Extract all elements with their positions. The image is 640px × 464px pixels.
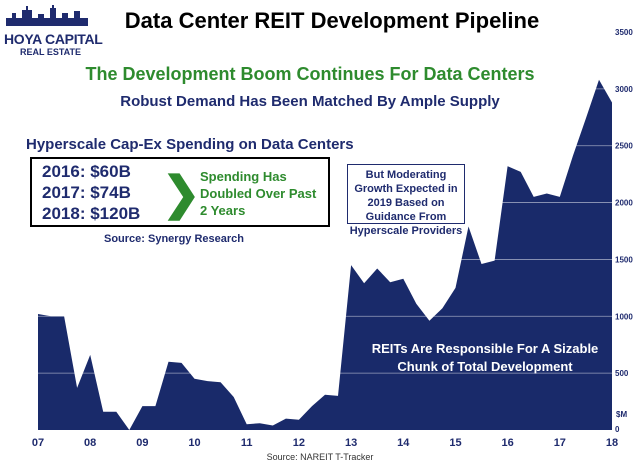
y-tick-label: 1500 (615, 255, 633, 264)
headline: The Development Boom Continues For Data … (85, 64, 535, 84)
gridlines (38, 31, 612, 374)
x-tick-label: 16 (502, 437, 514, 449)
x-tick-label: 18 (606, 437, 618, 449)
y-tick-label: 3000 (615, 85, 633, 94)
chevron-right-icon: ❯ (162, 167, 201, 219)
x-tick-label: 14 (397, 437, 410, 449)
y-tick-label: 2500 (615, 142, 633, 151)
spending-box: 2016: $60B 2017: $74B 2018: $120B ❯ Spen… (30, 157, 330, 227)
x-tick-label: 10 (188, 437, 200, 449)
spending-source: Source: Synergy Research (104, 233, 245, 245)
reit-note: REITs Are Responsible For A Sizable Chun… (371, 341, 599, 374)
x-tick-label: 09 (136, 437, 148, 449)
logo-line1: HOYA CAPITAL (4, 31, 103, 47)
y-axis-ticks: 0 500 1000 1500 2000 2500 3000 3500 (615, 28, 633, 434)
x-tick-label: 17 (554, 437, 566, 449)
chart-source: Source: NAREIT T-Tracker (266, 452, 374, 462)
y-tick-label: 0 (615, 425, 620, 434)
spending-2016: 2016: $60B (42, 162, 131, 181)
hoya-capital-logo: HOYA CAPITAL REAL ESTATE (4, 4, 103, 60)
logo-line2: REAL ESTATE (20, 47, 82, 57)
spending-heading: Hyperscale Cap-Ex Spending on Data Cente… (26, 136, 354, 153)
city-skyline-icon (6, 5, 88, 26)
x-tick-label: 15 (449, 437, 461, 449)
x-tick-label: 12 (293, 437, 305, 449)
development-pipeline-area (38, 79, 612, 431)
x-tick-label: 08 (84, 437, 96, 449)
y-tick-label: 1000 (615, 312, 633, 321)
spending-2018: 2018: $120B (42, 204, 141, 223)
y-unit-label: $M (616, 410, 628, 419)
spending-note: Spending Has Doubled Over Past 2 Years (200, 169, 317, 218)
chart-title: Data Center REIT Development Pipeline (124, 8, 540, 33)
y-tick-label: 500 (615, 369, 629, 378)
x-tick-label: 07 (32, 437, 44, 449)
x-tick-label: 11 (241, 437, 253, 449)
spending-2017: 2017: $74B (42, 183, 131, 202)
y-tick-label: 3500 (615, 28, 633, 37)
x-axis-ticks: 07 08 09 10 11 12 13 14 15 16 17 18 (32, 437, 618, 449)
subheadline: Robust Demand Has Been Matched By Ample … (120, 93, 500, 110)
y-tick-label: 2000 (615, 199, 633, 208)
growth-note-box: But Moderating Growth Expected in 2019 B… (347, 164, 465, 237)
x-tick-label: 13 (345, 437, 357, 449)
